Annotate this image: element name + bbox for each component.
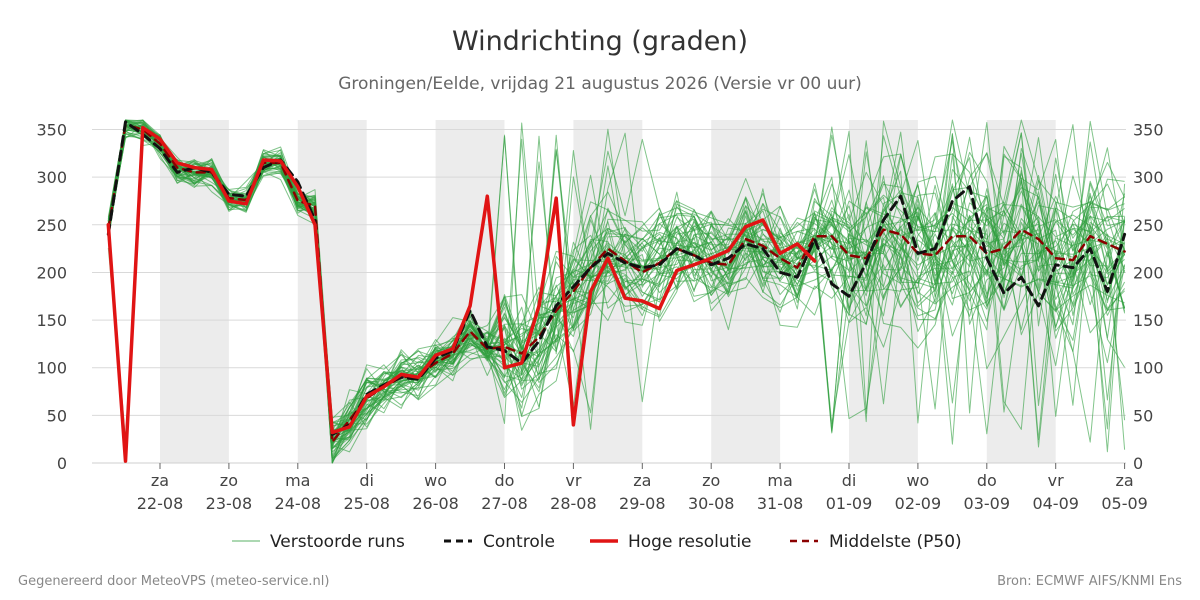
legend-label-control: Controle	[483, 532, 555, 552]
y-tick-label: 250	[36, 216, 67, 235]
x-tick-day: do	[977, 471, 997, 490]
legend-label-median: Middelste (P50)	[829, 532, 962, 552]
y-tick-label: 350	[36, 121, 67, 140]
y-tick-label: 100	[1133, 359, 1164, 378]
x-tick-day: ma	[285, 471, 310, 490]
ensemble-run-line	[107, 123, 1125, 445]
y-tick-label: 150	[36, 311, 67, 330]
x-tick-date: 23-08	[206, 494, 253, 513]
ensemble-run-line	[107, 124, 1126, 429]
x-tick-date: 22-08	[137, 494, 184, 513]
x-tick-day: za	[633, 471, 651, 490]
y-tick-label: 250	[1133, 216, 1164, 235]
x-tick-date: 05-09	[1101, 494, 1148, 513]
footer-source: Bron: ECMWF AIFS/KNMI Ens	[997, 574, 1182, 589]
x-tick-day: zo	[702, 471, 720, 490]
y-tick-label: 0	[57, 454, 67, 473]
y-tick-label: 300	[1133, 168, 1164, 187]
weekend-band	[435, 120, 505, 463]
x-tick-day: wo	[424, 471, 447, 490]
x-tick-date: 29-08	[619, 494, 666, 513]
y-tick-label: 0	[1133, 454, 1143, 473]
legend-label-ensemble: Verstoorde runs	[270, 532, 405, 552]
x-tick-day: zo	[220, 471, 238, 490]
y-tick-label: 50	[1133, 406, 1153, 425]
ensemble-run-line	[107, 123, 1126, 441]
x-tick-date: 24-08	[275, 494, 322, 513]
x-tick-day: do	[495, 471, 515, 490]
x-tick-day: wo	[906, 471, 929, 490]
x-tick-day: di	[359, 471, 374, 490]
x-tick-date: 25-08	[343, 494, 390, 513]
x-tick-date: 28-08	[550, 494, 597, 513]
x-tick-date: 04-09	[1032, 494, 1079, 513]
y-tick-label: 350	[1133, 121, 1164, 140]
x-tick-day: za	[151, 471, 169, 490]
y-tick-label: 100	[36, 359, 67, 378]
weekend-bands	[160, 120, 1056, 463]
main-series	[106, 120, 1127, 463]
y-tick-label: 200	[36, 263, 67, 282]
x-tick-date: 26-08	[412, 494, 459, 513]
x-tick-day: di	[842, 471, 857, 490]
x-tick-date: 30-08	[688, 494, 735, 513]
footer-generated-by: Gegenereerd door MeteoVPS (meteo-service…	[18, 574, 329, 589]
x-tick-date: 02-09	[895, 494, 942, 513]
x-tick-day: za	[1115, 471, 1133, 490]
x-axis: za 22-08 zo 23-08 ma 24-08 di 25-08 wo 26-08 do 27-…	[137, 463, 1148, 513]
y-axis-left: 0 50 100 150 200 250 300 350	[36, 121, 67, 473]
x-tick-date: 03-09	[964, 494, 1011, 513]
legend: Verstoorde runs Controle Hoge resolutie …	[232, 532, 962, 552]
y-tick-label: 200	[1133, 263, 1164, 282]
chart-title: Windrichting (graden)	[452, 26, 748, 57]
y-tick-label: 150	[1133, 311, 1164, 330]
x-tick-date: 01-09	[826, 494, 873, 513]
y-tick-label: 300	[36, 168, 67, 187]
x-tick-day: ma	[767, 471, 792, 490]
ensemble-run-line	[107, 133, 1125, 447]
chart-subtitle: Groningen/Eelde, vrijdag 21 augustus 202…	[338, 74, 862, 94]
x-tick-date: 31-08	[757, 494, 804, 513]
series-line-high-res	[106, 125, 817, 463]
x-tick-day: vr	[565, 471, 581, 490]
ensemble-run-line	[107, 126, 1125, 444]
y-tick-label: 50	[47, 406, 67, 425]
y-axis-right: 0 50 100 150 200 250 300 350	[1133, 121, 1164, 473]
ensemble-run-line	[107, 133, 1126, 442]
x-tick-day: vr	[1048, 471, 1064, 490]
x-tick-date: 27-08	[481, 494, 528, 513]
ensemble-run-line	[107, 125, 1125, 426]
ensemble-run-line	[107, 120, 1126, 464]
legend-label-high-res: Hoge resolutie	[628, 532, 752, 552]
